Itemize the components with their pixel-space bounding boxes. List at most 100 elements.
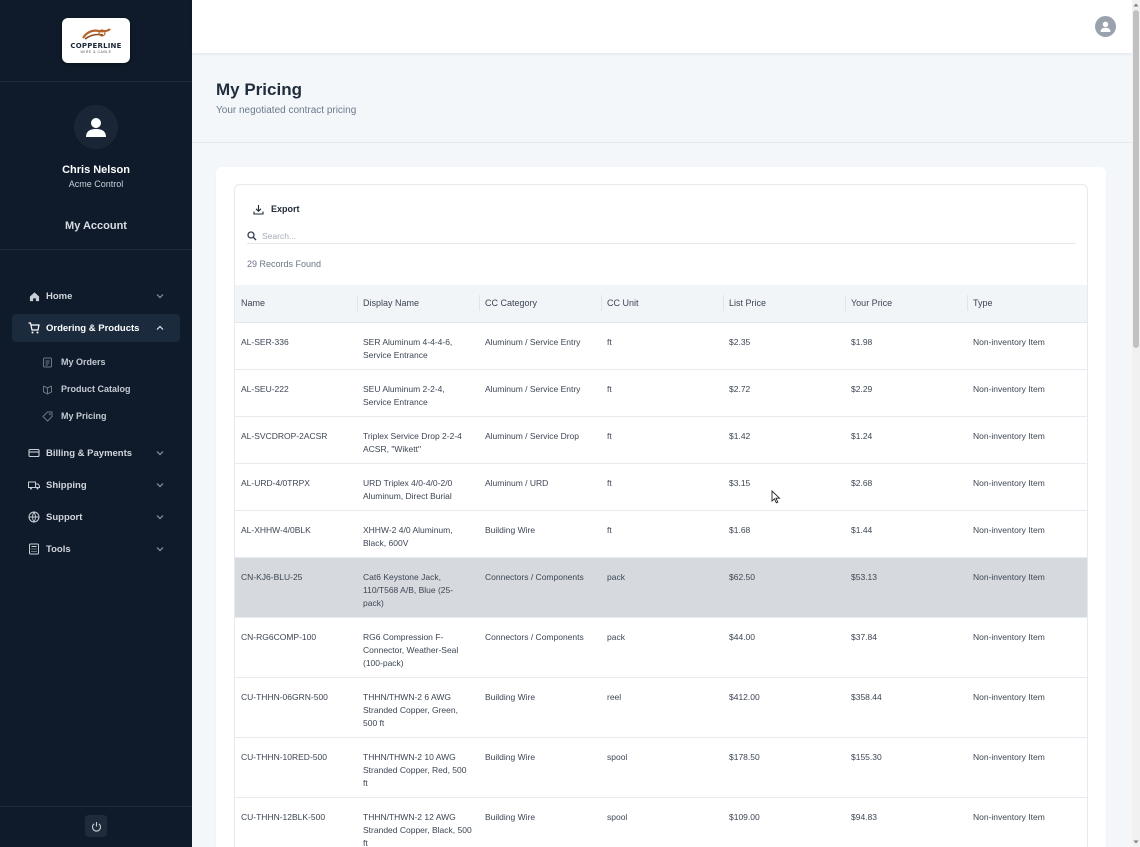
- sidebar-item-home[interactable]: Home: [12, 282, 180, 310]
- chevron-down-icon: [156, 294, 164, 299]
- scroll-down-arrow-icon[interactable]: [1133, 839, 1139, 845]
- cell-list-price: $412.00: [723, 677, 845, 738]
- table-row[interactable]: AL-SEU-222 SEU Aluminum 2-2-4, Service E…: [235, 369, 1087, 417]
- company-logo[interactable]: COPPERLINE WIRE & CABLE: [62, 18, 130, 63]
- catalog-icon: [42, 384, 53, 395]
- cell-cc-category: Aluminum / Service Drop: [479, 416, 601, 464]
- cell-display-name: RG6 Compression F-Connector, Weather-Sea…: [357, 617, 479, 678]
- sidebar-item-ordering[interactable]: Ordering & Products: [12, 314, 180, 342]
- cell-cc-category: Building Wire: [479, 737, 601, 798]
- table-row[interactable]: AL-URD-4/0TRPX URD Triplex 4/0-4/0-2/0 A…: [235, 463, 1087, 511]
- chevron-down-icon: [156, 451, 164, 456]
- cell-list-price: $2.35: [723, 322, 845, 370]
- sidebar-subitem-label: My Pricing: [61, 411, 107, 421]
- column-header-display-name[interactable]: Display Name: [357, 285, 479, 323]
- power-icon: [91, 821, 101, 832]
- cell-display-name: URD Triplex 4/0-4/0-2/0 Aluminum, Direct…: [357, 463, 479, 511]
- my-account-link[interactable]: My Account: [65, 220, 127, 232]
- search-icon: [247, 230, 257, 240]
- cell-name: CN-RG6COMP-100: [235, 617, 357, 678]
- cell-cc-unit: ft: [601, 369, 723, 417]
- cell-cc-category: Connectors / Components: [479, 617, 601, 678]
- table-row[interactable]: AL-SER-336 SER Aluminum 4-4-4-6, Service…: [235, 322, 1087, 370]
- search-bar: [247, 228, 1076, 244]
- logout-button[interactable]: [85, 815, 107, 837]
- sidebar-item-tools[interactable]: Tools: [12, 535, 180, 563]
- user-company: Acme Control: [68, 179, 124, 189]
- table-row[interactable]: CU-THHN-10RED-500 THHN/THWN-2 10 AWG Str…: [235, 737, 1087, 798]
- sidebar-item-label: Shipping: [46, 479, 87, 491]
- cell-cc-unit: spool: [601, 737, 723, 798]
- column-header-cc-category[interactable]: CC Category: [479, 285, 601, 323]
- cell-type: Non-inventory Item: [967, 510, 1087, 558]
- chevron-down-icon: [156, 547, 164, 552]
- column-header-type[interactable]: Type: [967, 285, 1087, 323]
- download-icon: [253, 204, 264, 215]
- cell-type: Non-inventory Item: [967, 797, 1087, 847]
- page-scrollbar-track[interactable]: [1132, 0, 1140, 847]
- pricing-table: Name Display Name CC Category CC Unit Li…: [235, 285, 1087, 847]
- cell-cc-category: Building Wire: [479, 677, 601, 738]
- cell-name: AL-URD-4/0TRPX: [235, 463, 357, 511]
- table-row[interactable]: CU-THHN-06GRN-500 THHN/THWN-2 6 AWG Stra…: [235, 677, 1087, 738]
- user-icon: [1100, 21, 1111, 32]
- cell-name: AL-SEU-222: [235, 369, 357, 417]
- sidebar-subitem-label: Product Catalog: [61, 384, 131, 394]
- cell-display-name: THHN/THWN-2 10 AWG Stranded Copper, Red,…: [357, 737, 479, 798]
- cell-your-price: $1.44: [845, 510, 967, 558]
- sidebar-subitem-my-pricing[interactable]: My Pricing: [42, 407, 107, 425]
- cell-your-price: $53.13: [845, 557, 967, 618]
- sidebar-subitem-my-orders[interactable]: My Orders: [42, 353, 106, 371]
- sidebar-divider: [0, 81, 192, 82]
- logo-tagline: WIRE & CABLE: [80, 50, 112, 54]
- avatar[interactable]: [74, 105, 118, 149]
- table-header-row: Name Display Name CC Category CC Unit Li…: [235, 285, 1087, 323]
- sidebar-item-shipping[interactable]: Shipping: [12, 471, 180, 499]
- table-row[interactable]: CN-RG6COMP-100 RG6 Compression F-Connect…: [235, 617, 1087, 678]
- cell-display-name: XHHW-2 4/0 Aluminum, Black, 600V: [357, 510, 479, 558]
- cell-cc-unit: pack: [601, 557, 723, 618]
- cell-cc-unit: reel: [601, 677, 723, 738]
- cell-cc-unit: ft: [601, 510, 723, 558]
- cell-list-price: $62.50: [723, 557, 845, 618]
- search-input[interactable]: [262, 230, 1042, 241]
- page-title: My Pricing: [216, 80, 302, 99]
- profile-menu-button[interactable]: [1095, 16, 1116, 37]
- sidebar-subitem-product-catalog[interactable]: Product Catalog: [42, 380, 131, 398]
- table-row[interactable]: AL-SVCDROP-2ACSR Triplex Service Drop 2-…: [235, 416, 1087, 464]
- cell-your-price: $1.98: [845, 322, 967, 370]
- table-row-selected[interactable]: CN-KJ6-BLU-25 Cat6 Keystone Jack, 110/T5…: [235, 557, 1087, 618]
- mouse-cursor-icon: [771, 490, 781, 504]
- column-header-list-price[interactable]: List Price: [723, 285, 845, 323]
- sidebar-item-support[interactable]: Support: [12, 503, 180, 531]
- chevron-down-icon: [156, 515, 164, 520]
- cell-your-price: $2.68: [845, 463, 967, 511]
- page-scrollbar-thumb[interactable]: [1133, 10, 1139, 348]
- table-row[interactable]: AL-XHHW-4/0BLK XHHW-2 4/0 Aluminum, Blac…: [235, 510, 1087, 558]
- sidebar-item-billing[interactable]: Billing & Payments: [12, 439, 180, 467]
- column-header-name[interactable]: Name: [235, 285, 357, 323]
- cell-name: CU-THHN-10RED-500: [235, 737, 357, 798]
- column-header-your-price[interactable]: Your Price: [845, 285, 967, 323]
- cell-list-price: $178.50: [723, 737, 845, 798]
- chevron-up-icon: [156, 325, 164, 330]
- cell-type: Non-inventory Item: [967, 677, 1087, 738]
- cell-list-price: $44.00: [723, 617, 845, 678]
- cell-type: Non-inventory Item: [967, 322, 1087, 370]
- sidebar-item-label: Ordering & Products: [46, 322, 140, 334]
- cell-cc-unit: pack: [601, 617, 723, 678]
- cell-list-price: $1.68: [723, 510, 845, 558]
- orders-icon: [42, 357, 53, 368]
- cell-name: CN-KJ6-BLU-25: [235, 557, 357, 618]
- chevron-down-icon: [156, 483, 164, 488]
- cell-type: Non-inventory Item: [967, 617, 1087, 678]
- cell-your-price: $37.84: [845, 617, 967, 678]
- column-header-cc-unit[interactable]: CC Unit: [601, 285, 723, 323]
- export-button[interactable]: Export: [253, 201, 300, 217]
- logo-emblem-icon: [82, 28, 111, 40]
- cell-name: CU-THHN-12BLK-500: [235, 797, 357, 847]
- cell-name: AL-SER-336: [235, 322, 357, 370]
- scroll-up-arrow-icon[interactable]: [1133, 2, 1139, 8]
- table-row[interactable]: CU-THHN-12BLK-500 THHN/THWN-2 12 AWG Str…: [235, 797, 1087, 847]
- cell-cc-unit: spool: [601, 797, 723, 847]
